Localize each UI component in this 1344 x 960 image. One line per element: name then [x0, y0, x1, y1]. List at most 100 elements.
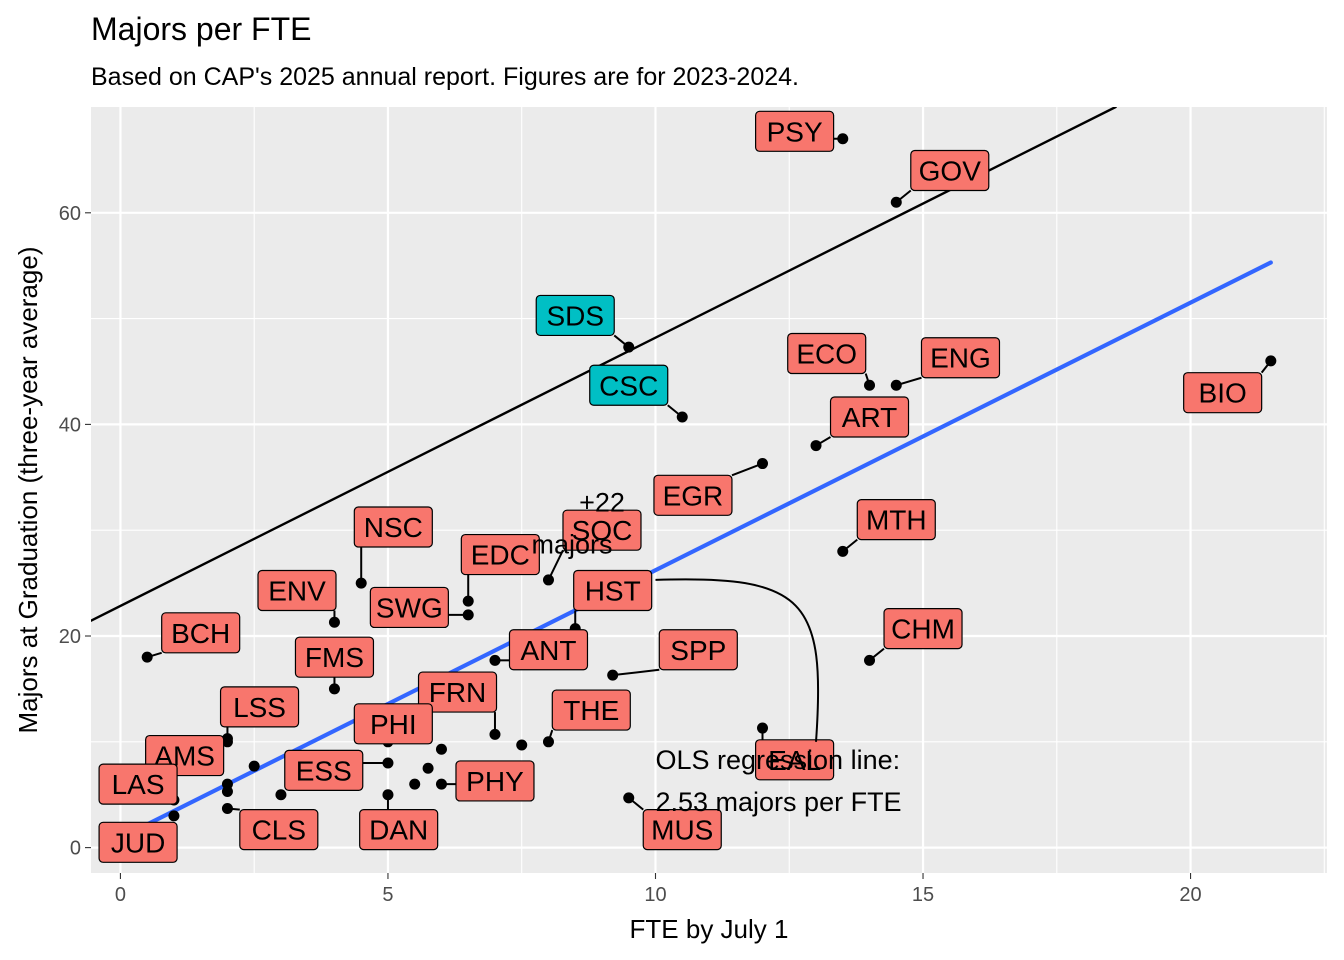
x-tick-label-4: 20: [1179, 884, 1201, 906]
point-ant: [489, 654, 501, 666]
annotation-gap-line-0: +22: [579, 487, 625, 517]
label-text-mus: MUS: [651, 815, 713, 846]
annotation-ols: OLS regression line: 2.53 majors per FTE: [655, 745, 901, 817]
label-edc: EDC: [460, 533, 540, 576]
y-tick-label-3: 60: [59, 203, 81, 225]
label-soc: SOC: [562, 509, 642, 551]
label-box-eng: [920, 337, 1001, 379]
label-box-ant: [508, 629, 589, 671]
point-frn: [489, 728, 501, 740]
x-tick-label-3: 15: [912, 884, 934, 906]
point-unlabeled-1: [221, 786, 233, 798]
chart-title: Majors per FTE: [91, 11, 311, 47]
label-text-env: ENV: [268, 576, 326, 607]
label-text-ess: ESS: [296, 755, 352, 786]
label-eal: EAL: [755, 739, 835, 781]
label-box-swg: [369, 586, 449, 629]
point-eng: [890, 379, 902, 391]
point-unlabeled-3: [275, 789, 287, 801]
label-box-eco: [787, 332, 867, 375]
point-fms: [328, 683, 340, 695]
label-text-frn: FRN: [429, 677, 487, 708]
label-box-phi: [353, 703, 433, 745]
axes: 0 5 10 15 20 0 20 40 60: [59, 203, 1202, 906]
label-bio: BIO: [1183, 372, 1263, 414]
label-box-cls: [239, 809, 319, 851]
point-the: [542, 736, 554, 748]
point-bch: [141, 651, 153, 663]
point-unlabeled-5: [422, 762, 434, 774]
label-text-eng: ENG: [930, 343, 991, 374]
label-box-eal: [755, 739, 835, 781]
label-dan: DAN: [359, 809, 439, 851]
point-art: [810, 440, 822, 452]
label-text-swg: SWG: [376, 592, 443, 623]
label-csc: CSC: [589, 364, 669, 406]
label-text-sds: SDS: [546, 300, 604, 331]
label-box-fms: [294, 636, 375, 678]
label-text-fms: FMS: [305, 642, 364, 673]
label-text-eco: ECO: [796, 339, 857, 370]
label-text-mth: MTH: [866, 505, 927, 536]
label-text-bch: BCH: [171, 618, 230, 649]
label-phy: PHY: [455, 760, 535, 802]
label-spp: SPP: [658, 629, 738, 671]
point-unlabeled-7: [516, 739, 528, 751]
label-box-ess: [284, 749, 364, 791]
label-bch: BCH: [161, 612, 241, 654]
point-swg: [462, 609, 474, 621]
point-chm: [864, 654, 876, 666]
label-box-egr: [653, 474, 733, 516]
label-eco: ECO: [787, 332, 867, 375]
y-axis-title: Majors at Graduation (three-year average…: [13, 246, 43, 733]
label-phi: PHI: [353, 703, 433, 745]
label-box-dan: [359, 809, 439, 851]
y-tick-label-0: 0: [70, 838, 81, 860]
label-mus: MUS: [642, 809, 722, 851]
label-mth: MTH: [856, 499, 936, 541]
y-tick-label-1: 20: [59, 626, 81, 648]
label-box-psy: [755, 110, 835, 152]
point-ess: [382, 757, 394, 769]
label-jud: JUD: [98, 821, 178, 863]
annotations: +22 majors OLS regression line: 2.53 majors…: [531, 487, 901, 816]
label-text-phy: PHY: [466, 766, 524, 797]
label-box-env: [257, 569, 337, 612]
label-text-gov: GOV: [919, 155, 982, 186]
connector-spp: [612, 668, 660, 677]
label-egr: EGR: [653, 474, 733, 516]
point-gov: [890, 196, 902, 208]
label-text-dan: DAN: [369, 815, 428, 846]
label-box-spp: [658, 629, 738, 671]
label-text-lss: LSS: [233, 692, 286, 723]
label-box-lss: [219, 686, 300, 728]
point-unlabeled-2: [248, 760, 260, 772]
label-cls: CLS: [239, 809, 319, 851]
label-box-phy: [455, 760, 535, 802]
label-chm: CHM: [883, 607, 963, 650]
label-env: ENV: [257, 569, 337, 612]
label-text-psy: PSY: [767, 116, 823, 147]
point-unlabeled-6: [435, 743, 447, 755]
x-tick-label-1: 5: [382, 884, 393, 906]
label-text-csc: CSC: [599, 370, 658, 401]
label-text-las: LAS: [112, 769, 165, 800]
label-text-spp: SPP: [670, 635, 726, 666]
point-dan: [382, 789, 394, 801]
label-gov: GOV: [910, 149, 990, 192]
label-text-phi: PHI: [370, 709, 417, 740]
point-psy: [837, 133, 849, 145]
grid-minor: [91, 107, 1327, 873]
point-spp: [607, 669, 619, 681]
label-text-egr: EGR: [663, 480, 724, 511]
label-box-chm: [883, 607, 963, 650]
x-axis-title: FTE by July 1: [630, 914, 789, 944]
label-the: THE: [551, 689, 631, 731]
label-box-hst: [573, 569, 653, 612]
annotation-ols-line-1: 2.53 majors per FTE: [655, 787, 901, 817]
label-box-nsc: [353, 506, 433, 548]
label-frn: FRN: [417, 671, 498, 713]
label-eng: ENG: [920, 337, 1001, 379]
point-ams: [221, 736, 233, 748]
